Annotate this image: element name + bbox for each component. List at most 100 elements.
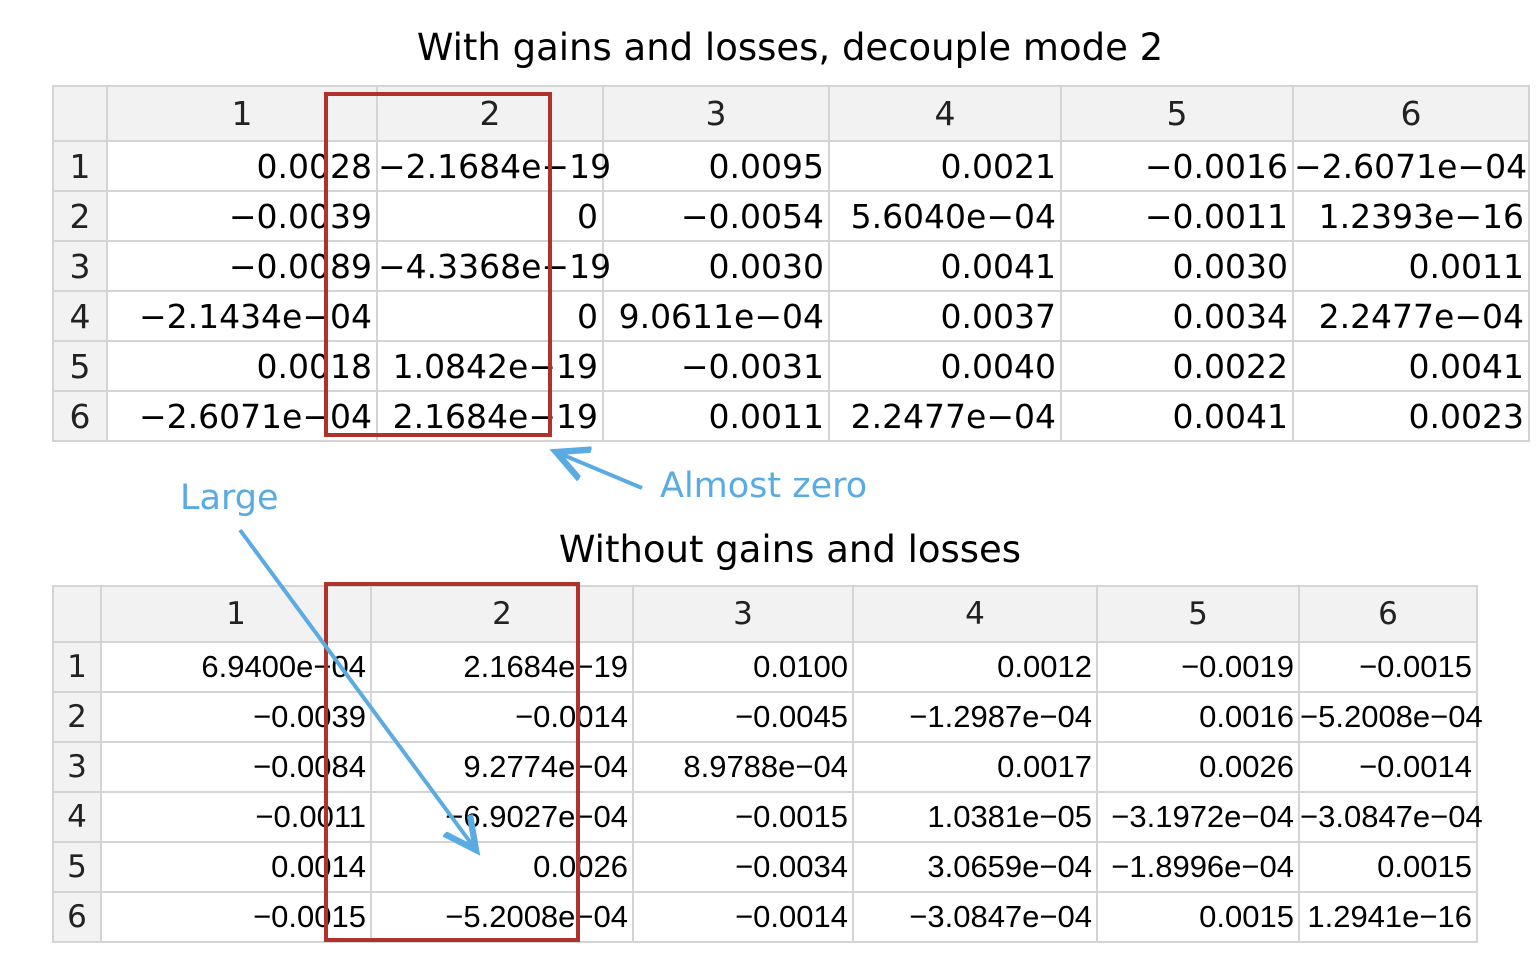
matrix-cell[interactable]: 0.0011 xyxy=(1292,240,1530,292)
matrix-cell[interactable]: 1.2393e−16 xyxy=(1292,190,1530,242)
matrix-cell[interactable]: 0 xyxy=(376,290,604,342)
matrix-cell[interactable]: 0.0028 xyxy=(106,140,378,192)
matrix-cell[interactable]: −0.0015 xyxy=(632,791,854,843)
matrix-cell[interactable]: −0.0031 xyxy=(602,340,830,392)
matrix-cell[interactable]: −0.0054 xyxy=(602,190,830,242)
row-header[interactable]: 1 xyxy=(52,641,102,693)
matrix-cell[interactable]: 0.0016 xyxy=(1096,691,1300,743)
table-row: 6 −0.0015 −5.2008e−04 −0.0014 −3.0847e−04 0.0… xyxy=(52,891,1478,943)
row-header[interactable]: 5 xyxy=(52,340,108,392)
large-arrow xyxy=(238,528,476,850)
matrix-cell[interactable]: 0.0041 xyxy=(1292,340,1530,392)
column-header[interactable]: 3 xyxy=(602,85,830,142)
matrix-cell[interactable]: 0.0023 xyxy=(1292,390,1530,442)
matrix-cell[interactable]: 0.0030 xyxy=(602,240,830,292)
row-header[interactable]: 3 xyxy=(52,240,108,292)
row-header[interactable]: 3 xyxy=(52,741,102,793)
matrix-cell[interactable]: 3.0659e−04 xyxy=(852,841,1098,893)
large-label: Large xyxy=(180,478,279,518)
row-header[interactable]: 4 xyxy=(52,290,108,342)
matrix-cell[interactable]: −2.6071e−04 xyxy=(1292,140,1530,192)
almost-zero-label: Almost zero xyxy=(660,466,868,506)
matrix-cell[interactable]: −0.0019 xyxy=(1096,641,1300,693)
matrix-cell[interactable]: −4.3368e−19 xyxy=(376,240,611,292)
matrix-cell[interactable]: 0.0026 xyxy=(370,841,634,893)
row-header[interactable]: 6 xyxy=(52,390,108,442)
table-row: 2 −0.0039 0 −0.0054 5.6040e−04 −0.0011 1.2393e… xyxy=(52,190,1530,242)
matrix-cell[interactable]: 1.2941e−16 xyxy=(1298,891,1478,943)
matrix-cell[interactable]: −0.0089 xyxy=(106,240,378,292)
column-header[interactable]: 4 xyxy=(852,585,1098,643)
corner-cell xyxy=(52,85,108,142)
matrix-cell[interactable]: 2.2477e−04 xyxy=(828,390,1062,442)
column-header[interactable]: 5 xyxy=(1096,585,1300,643)
matrix-cell[interactable]: 0.0012 xyxy=(852,641,1098,693)
matrix-cell[interactable]: 2.2477e−04 xyxy=(1292,290,1530,342)
matrix-cell[interactable]: −3.0847e−04 xyxy=(852,891,1098,943)
matrix-cell[interactable]: 2.1684e−19 xyxy=(370,641,634,693)
matrix-cell[interactable]: −0.0011 xyxy=(1060,190,1294,242)
matrix-cell[interactable]: −0.0014 xyxy=(632,891,854,943)
table-row: 4 −0.0011 −6.9027e−04 −0.0015 1.0381e−05 −3.1… xyxy=(52,791,1483,843)
matrix-cell[interactable]: 0.0030 xyxy=(1060,240,1294,292)
column-header[interactable]: 5 xyxy=(1060,85,1294,142)
matrix-cell[interactable]: 0.0037 xyxy=(828,290,1062,342)
matrix-cell[interactable]: 0.0015 xyxy=(1096,891,1300,943)
matrix-cell[interactable]: −0.0039 xyxy=(106,190,378,242)
column-header[interactable]: 3 xyxy=(632,585,854,643)
row-header[interactable]: 4 xyxy=(52,791,102,843)
almost-zero-arrow xyxy=(556,452,643,490)
column-header[interactable]: 4 xyxy=(828,85,1062,142)
matrix-cell[interactable]: −0.0045 xyxy=(632,691,854,743)
matrix-cell[interactable]: −1.2987e−04 xyxy=(852,691,1098,743)
row-header[interactable]: 5 xyxy=(52,841,102,893)
row-header[interactable]: 2 xyxy=(52,190,108,242)
matrix-cell[interactable]: 0 xyxy=(376,190,604,242)
matrix-cell[interactable]: −3.1972e−04 xyxy=(1096,791,1300,843)
matrix-cell[interactable]: 0.0011 xyxy=(602,390,830,442)
matrix-cell[interactable]: 1.0381e−05 xyxy=(852,791,1098,843)
table-row: 2 −0.0039 −0.0014 −0.0045 −1.2987e−04 0.0016−… xyxy=(52,691,1483,743)
matrix-cell[interactable]: −2.1684e−19 xyxy=(376,140,611,192)
matrix-cell[interactable]: −5.2008e−04 xyxy=(370,891,634,943)
matrix-cell[interactable]: −0.0016 xyxy=(1060,140,1294,192)
matrix-cell[interactable]: 0.0018 xyxy=(106,340,378,392)
column-header[interactable]: 2 xyxy=(370,585,634,643)
matrix-cell[interactable]: 9.0611e−04 xyxy=(602,290,830,342)
table-row: 5 0.0018 1.0842e−19 −0.0031 0.0040 0.0022 0.00… xyxy=(52,340,1530,392)
row-header[interactable]: 1 xyxy=(52,140,108,192)
matrix-cell[interactable]: −0.0034 xyxy=(632,841,854,893)
table-row: 6 −2.6071e−04 2.1684e−19 0.0011 2.2477e−04 0.… xyxy=(52,390,1530,442)
matrix-cell[interactable]: −0.0015 xyxy=(1298,641,1478,693)
matrix-cell[interactable]: 0.0015 xyxy=(1298,841,1478,893)
table-row: 5 0.0014 0.0026 −0.0034 3.0659e−04 −1.8996e−0… xyxy=(52,841,1478,893)
matrix-cell[interactable]: −5.2008e−04 xyxy=(1298,691,1483,743)
column-header[interactable]: 6 xyxy=(1292,85,1530,142)
row-header[interactable]: 6 xyxy=(52,891,102,943)
table-row: 1 6.9400e−04 2.1684e−19 0.0100 0.0012 −0.0019… xyxy=(52,641,1478,693)
matrix-cell[interactable]: −0.0014 xyxy=(1298,741,1478,793)
matrix-cell[interactable]: 0.0041 xyxy=(1060,390,1294,442)
matrix-cell[interactable]: 0.0040 xyxy=(828,340,1062,392)
matrix-cell[interactable]: 0.0041 xyxy=(828,240,1062,292)
matrix-cell[interactable]: 0.0100 xyxy=(632,641,854,693)
matrix-cell[interactable]: 0.0021 xyxy=(828,140,1062,192)
matrix-cell[interactable]: 8.9788e−04 xyxy=(632,741,854,793)
matrix-cell[interactable]: −3.0847e−04 xyxy=(1298,791,1483,843)
matrix-cell[interactable]: 5.6040e−04 xyxy=(828,190,1062,242)
matrix-cell[interactable]: −0.0014 xyxy=(370,691,634,743)
matrix-cell[interactable]: 0.0022 xyxy=(1060,340,1294,392)
matrix-cell[interactable]: 1.0842e−19 xyxy=(376,340,604,392)
matrix-cell[interactable]: 0.0017 xyxy=(852,741,1098,793)
matrix-cell[interactable]: 0.0026 xyxy=(1096,741,1300,793)
table-row: 3 −0.0089 −4.3368e−19 0.0030 0.0041 0.0030 0.0… xyxy=(52,240,1530,292)
row-header[interactable]: 2 xyxy=(52,691,102,743)
matrix-cell[interactable]: 0.0095 xyxy=(602,140,830,192)
matrix-cell[interactable]: −2.1434e−04 xyxy=(106,290,378,342)
column-header[interactable]: 6 xyxy=(1298,585,1478,643)
matrix-cell[interactable]: −1.8996e−04 xyxy=(1096,841,1300,893)
table-row: 1 0.0028 −2.1684e−19 0.0095 0.0021 −0.0016 −2.… xyxy=(52,140,1530,192)
table1-title: With gains and losses, decouple mode 2 xyxy=(416,26,1164,69)
matrix-cell[interactable]: 0.0034 xyxy=(1060,290,1294,342)
